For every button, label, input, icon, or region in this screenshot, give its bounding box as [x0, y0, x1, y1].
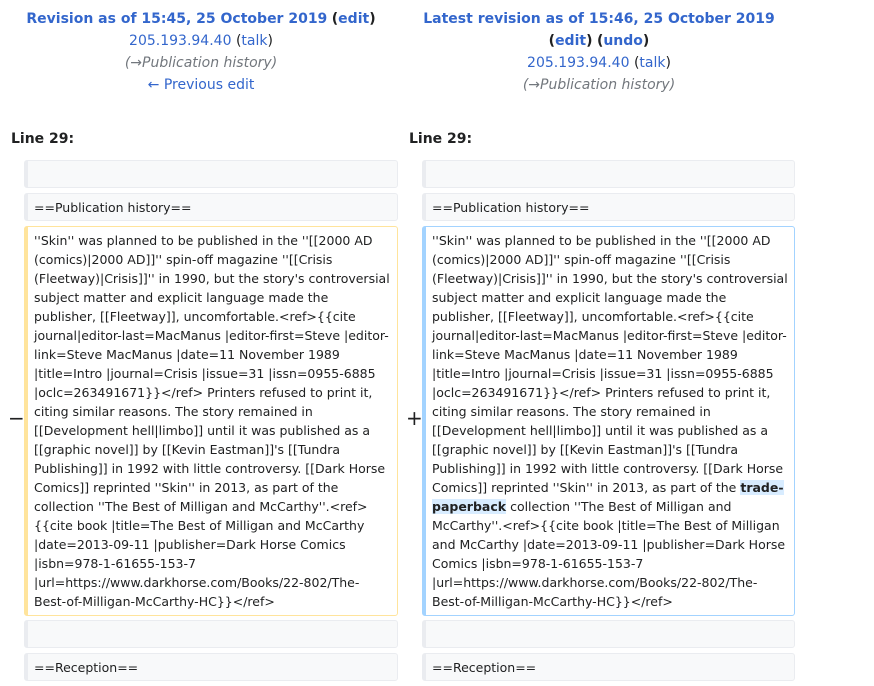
right-context-pub-history: ==Publication history== — [422, 193, 795, 221]
added-line: ''Skin'' was planned to be published in … — [422, 226, 795, 616]
left-edit-link[interactable]: edit — [338, 11, 370, 27]
paren: ( — [596, 33, 604, 49]
right-talk-link[interactable]: talk — [639, 55, 666, 71]
left-context-empty-2 — [24, 620, 398, 648]
left-revision-header: Revision as of 15:45, 25 October 2019 (e… — [10, 8, 392, 96]
right-context-empty — [422, 160, 795, 188]
left-user-link[interactable]: 205.193.94.40 — [129, 33, 232, 49]
paren: ( — [633, 55, 640, 71]
paren: ( — [235, 33, 242, 49]
right-edit-summary: (→Publication history) — [522, 77, 676, 93]
paren: ) — [369, 11, 376, 27]
left-context-pub-history: ==Publication history== — [24, 193, 398, 221]
right-edit-link[interactable]: edit — [555, 33, 587, 49]
left-context-empty — [24, 160, 398, 188]
left-talk-link[interactable]: talk — [241, 33, 268, 49]
paren: ) — [267, 33, 273, 49]
added-line-marker: + — [406, 406, 423, 430]
right-revision-title[interactable]: Latest revision as of 15:46, 25 October … — [423, 11, 775, 27]
added-text-unchanged-before: ''Skin'' was planned to be published in … — [432, 233, 788, 495]
added-text: ''Skin'' was planned to be published in … — [432, 231, 788, 611]
left-revision-title[interactable]: Revision as of 15:45, 25 October 2019 — [26, 11, 328, 27]
right-context-empty-2 — [422, 620, 795, 648]
paren: ) — [665, 55, 671, 71]
deleted-line-marker: − — [8, 406, 25, 430]
left-line-number: Line 29: — [11, 131, 75, 147]
left-edit-summary: (→Publication history) — [124, 55, 278, 71]
right-revision-header: Latest revision as of 15:46, 25 October … — [408, 8, 790, 96]
paren: ) — [642, 33, 650, 49]
deleted-text: ''Skin'' was planned to be published in … — [34, 233, 390, 609]
undo-link[interactable]: undo — [603, 33, 643, 49]
paren: ( — [331, 11, 339, 27]
added-text-unchanged-after: collection ''The Best of Milligan and Mc… — [432, 499, 786, 609]
right-user-link[interactable]: 205.193.94.40 — [527, 55, 630, 71]
paren: ( — [548, 33, 556, 49]
paren: ) — [586, 33, 593, 49]
right-line-number: Line 29: — [409, 131, 473, 147]
deleted-line: ''Skin'' was planned to be published in … — [24, 226, 398, 616]
left-context-reception: ==Reception== — [24, 653, 398, 681]
previous-edit-link[interactable]: ← Previous edit — [147, 77, 255, 93]
right-context-reception: ==Reception== — [422, 653, 795, 681]
